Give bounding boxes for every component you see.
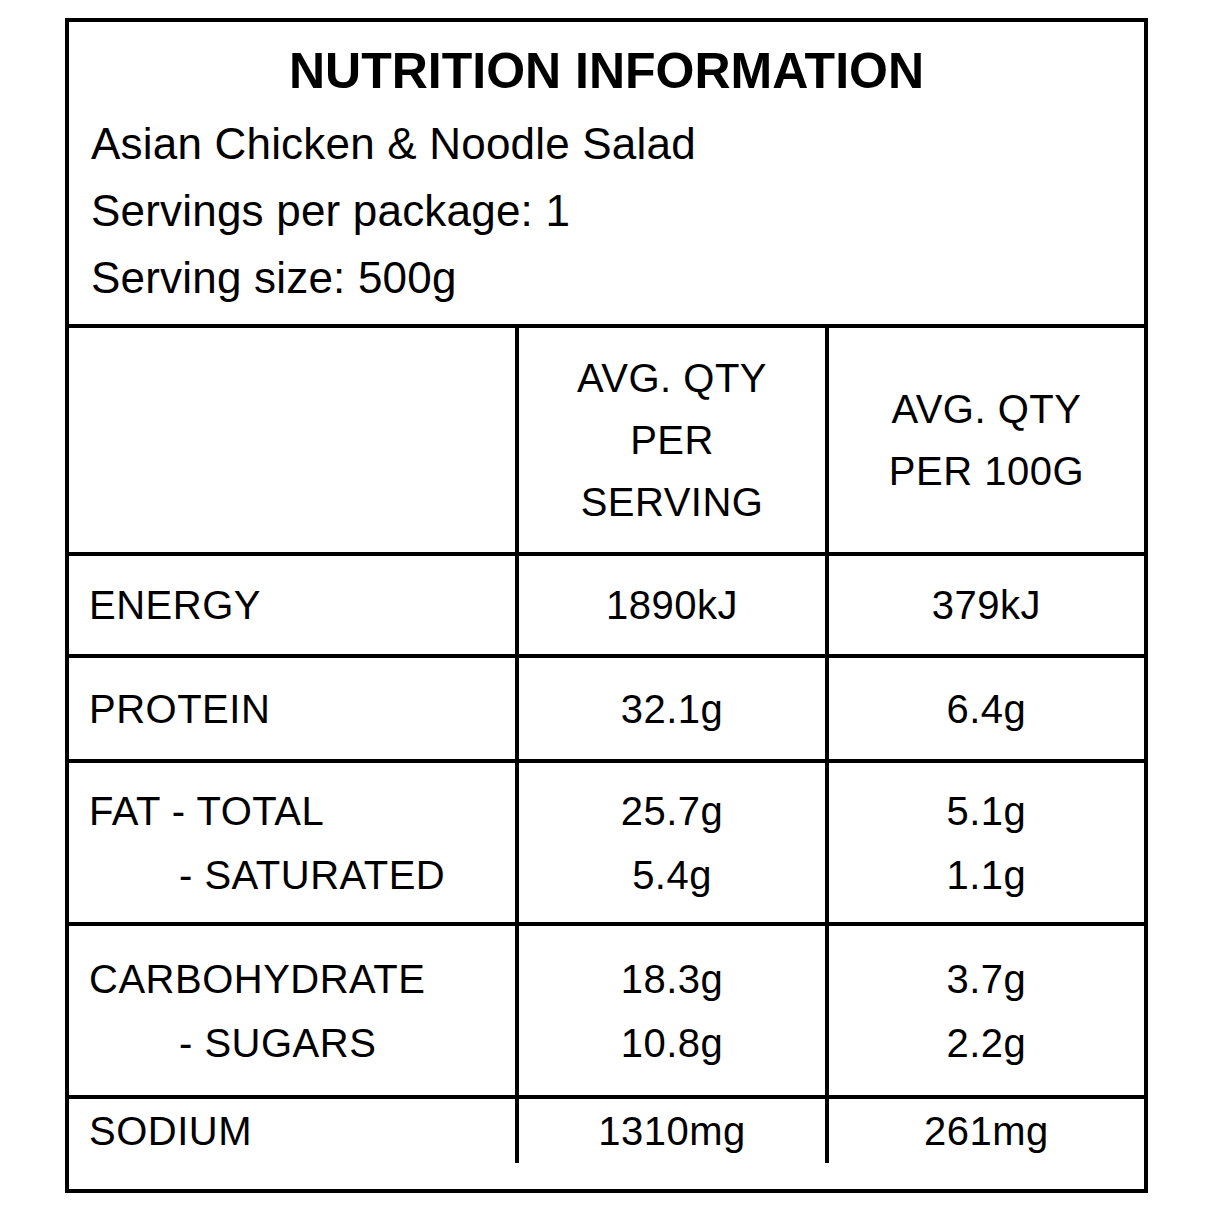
label-header: NUTRITION INFORMATION Asian Chicken & No… [69, 22, 1144, 324]
header-line: AVG. QTY [829, 378, 1144, 440]
value-per-100g: 261mg [827, 1097, 1144, 1163]
col-header-per-serving: AVG. QTY PER SERVING [517, 326, 827, 554]
table-row: CARBOHYDRATE - SUGARS 18.3g 10.8g 3.7g 2… [69, 924, 1144, 1097]
row-label: SODIUM [69, 1097, 517, 1163]
header-line: PER 100G [829, 440, 1144, 502]
table-row: ENERGY 1890kJ 379kJ [69, 554, 1144, 656]
label-title: NUTRITION INFORMATION [91, 42, 1122, 100]
value-per-100g: 6.4g [827, 656, 1144, 761]
table-row: FAT - TOTAL - SATURATED 25.7g 5.4g 5.1g … [69, 761, 1144, 924]
header-line: AVG. QTY [519, 347, 825, 409]
row-label: ENERGY [69, 554, 517, 656]
row-label: CARBOHYDRATE - SUGARS [69, 924, 517, 1097]
value-per-100g: 5.1g 1.1g [827, 761, 1144, 924]
product-name: Asian Chicken & Noodle Salad [91, 110, 1122, 177]
value-per-100g: 379kJ [827, 554, 1144, 656]
header-row: AVG. QTY PER SERVING AVG. QTY PER 100G [69, 326, 1144, 554]
serving-size: Serving size: 500g [91, 244, 1122, 311]
header-line: SERVING [519, 471, 825, 533]
value-per-serving: 18.3g 10.8g [517, 924, 827, 1097]
row-label: PROTEIN [69, 656, 517, 761]
value-per-serving: 32.1g [517, 656, 827, 761]
table-row: PROTEIN 32.1g 6.4g [69, 656, 1144, 761]
servings-per-package: Servings per package: 1 [91, 177, 1122, 244]
row-sublabel: - SATURATED [89, 843, 515, 907]
value-per-100g: 3.7g 2.2g [827, 924, 1144, 1097]
header-line: PER [519, 409, 825, 471]
nutrition-table: AVG. QTY PER SERVING AVG. QTY PER 100G E… [69, 324, 1144, 1163]
table-row: SODIUM 1310mg 261mg [69, 1097, 1144, 1163]
row-sublabel: - SUGARS [89, 1011, 515, 1075]
label-header-lines: Asian Chicken & Noodle Salad Servings pe… [91, 110, 1122, 311]
col-header-per-100g: AVG. QTY PER 100G [827, 326, 1144, 554]
row-label: FAT - TOTAL - SATURATED [69, 761, 517, 924]
header-cell-empty [69, 326, 517, 554]
value-per-serving: 25.7g 5.4g [517, 761, 827, 924]
value-per-serving: 1310mg [517, 1097, 827, 1163]
value-per-serving: 1890kJ [517, 554, 827, 656]
nutrition-label: NUTRITION INFORMATION Asian Chicken & No… [65, 18, 1148, 1193]
